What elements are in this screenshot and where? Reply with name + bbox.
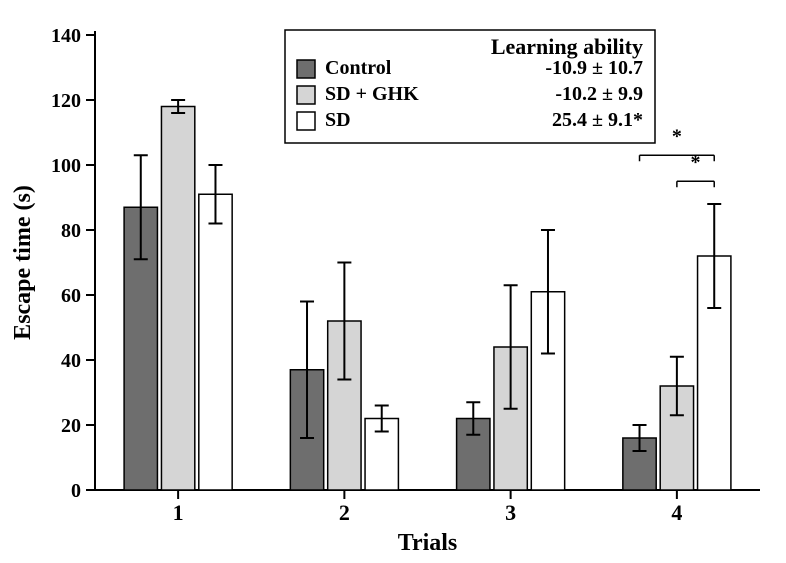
x-tick-label: 3 (505, 500, 516, 525)
legend-label-control: Control (325, 57, 392, 79)
y-tick-label: 60 (61, 285, 81, 307)
bar-sd-trial-1 (199, 194, 232, 490)
x-axis-label: Trials (398, 530, 458, 556)
y-tick-label: 0 (71, 480, 81, 502)
y-tick-label: 80 (61, 220, 81, 242)
legend-label-sd: SD (325, 109, 351, 131)
legend-title: Learning ability (491, 34, 643, 59)
legend-label-sdghk: SD + GHK (325, 83, 419, 105)
legend-value-sdghk: -10.2 ± 9.9 (555, 83, 643, 105)
legend-swatch-sd (297, 112, 315, 130)
legend-value-control: -10.9 ± 10.7 (545, 57, 643, 79)
y-tick-label: 40 (61, 350, 81, 372)
legend-swatch-control (297, 60, 315, 78)
sig-star: * (672, 125, 682, 147)
y-tick-label: 100 (51, 155, 81, 177)
y-tick-label: 140 (51, 25, 81, 47)
bar-sdghk-trial-1 (161, 107, 194, 491)
x-tick-label: 4 (671, 500, 682, 525)
y-tick-label: 120 (51, 90, 81, 112)
legend-swatch-sdghk (297, 86, 315, 104)
x-tick-label: 1 (173, 500, 184, 525)
y-axis-label: Escape time (s) (10, 185, 36, 340)
legend-value-sd: 25.4 ± 9.1* (552, 109, 643, 131)
y-tick-label: 20 (61, 415, 81, 437)
chart-container: 0 20 40 60 80 100 120 140 Escape time (s) 1 2 3 4 Tri… (0, 0, 786, 563)
escape-time-chart: 0 20 40 60 80 100 120 140 Escape time (s) 1 2 3 4 Tri… (0, 0, 786, 563)
sig-star: * (691, 151, 701, 173)
x-tick-label: 2 (339, 500, 350, 525)
